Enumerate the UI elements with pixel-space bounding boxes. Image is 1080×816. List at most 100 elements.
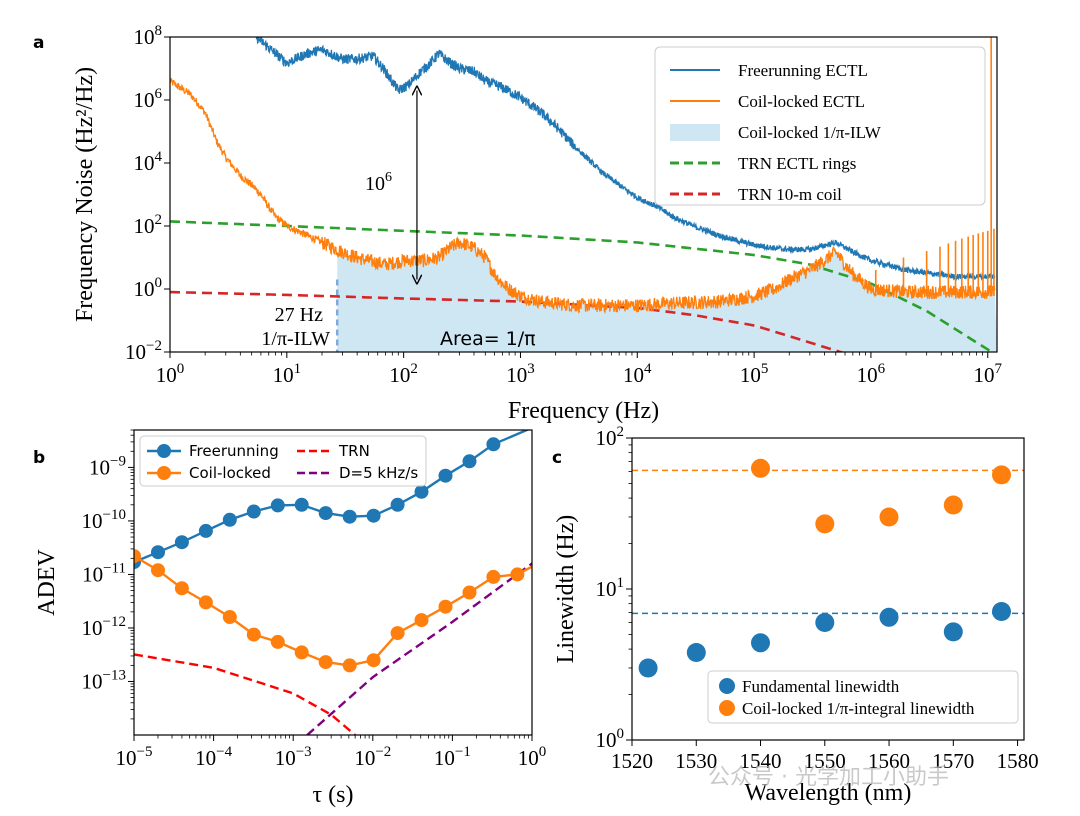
coil-locked-point — [390, 626, 405, 641]
x-tick-label-a: 102 — [389, 361, 418, 387]
legend-label-b: Freerunning — [189, 442, 279, 460]
freerunning-ectl-line — [255, 37, 996, 282]
freerunning-point — [486, 437, 501, 452]
x-axis-title-c: Wavelength (nm) — [745, 780, 912, 806]
legend-label-b: TRN — [338, 442, 370, 460]
legend-box-c — [707, 670, 1019, 724]
coil-locked-point — [134, 549, 141, 564]
trn-line-b — [134, 653, 356, 735]
y-tick-label-a: 10−2 — [125, 338, 162, 364]
legend-label-b: Coil-locked — [189, 464, 271, 482]
fundamental-point — [879, 607, 899, 627]
freerunning-point — [414, 484, 429, 499]
y-tick-label-b: 10−11 — [82, 560, 126, 586]
x-tick-label-c: 1580 — [997, 749, 1039, 773]
x-tick-label-c: 1560 — [868, 749, 910, 773]
trn-coil-line — [170, 290, 845, 352]
x-tick-label-c: 1570 — [932, 749, 974, 773]
x-tick-label-a: 106 — [857, 361, 886, 387]
coil-locked-ilw-point — [992, 465, 1011, 485]
y-tick-label-c: 102 — [596, 424, 625, 450]
coil-locked-point — [151, 563, 165, 578]
legend-swatch-c — [719, 678, 735, 694]
freerunning-point — [318, 506, 333, 521]
coil-locked-point — [342, 658, 357, 673]
coil-locked-ilw-point — [815, 514, 835, 534]
legend-label-a: Freerunning ECTL — [738, 61, 868, 80]
freerunning-point — [151, 545, 165, 560]
ilw-fill-region — [337, 237, 997, 352]
ratio-annotation: 106 — [365, 170, 392, 195]
freerunning-point — [366, 508, 381, 523]
x-tick-label-b: 10−5 — [116, 744, 153, 770]
ilw-name-label: 1/π-ILW — [261, 328, 330, 350]
fundamental-point — [638, 658, 658, 678]
x-tick-label-b: 10−4 — [195, 744, 232, 770]
plot-area-b — [134, 430, 532, 735]
fundamental-point — [815, 613, 835, 632]
coil-locked-ilw-point — [751, 458, 770, 478]
freerunning-point — [198, 523, 213, 538]
y-tick-label-a: 102 — [134, 212, 163, 238]
legend-swatch-c — [719, 700, 735, 716]
freerunning-point — [222, 512, 237, 527]
area-label: Area= 1/π — [440, 328, 536, 350]
panel-a: 106 27 Hz1/π-ILW Area= 1/π 100 101 102 103 104 1… — [33, 23, 1002, 424]
x-tick-label-b: 10−2 — [354, 744, 391, 770]
legend-a: Freerunning ECTL Coil-locked ECTL Coil-loc… — [654, 46, 986, 206]
legend-label-a: TRN ECTL rings — [738, 154, 856, 173]
y-tick-label-a: 108 — [134, 23, 163, 49]
y-tick-label-a: 106 — [134, 86, 163, 112]
freerunning-point — [438, 468, 453, 483]
legend-swatch-a — [670, 124, 720, 141]
coil-locked-point — [222, 610, 237, 624]
freerunning-point — [390, 497, 405, 512]
coil-locked-point — [438, 599, 453, 614]
coil-locked-point — [366, 653, 381, 668]
coil-locked-line-b — [134, 555, 532, 667]
x-tick-label-b: 100 — [518, 744, 547, 770]
legend-swatch-b — [157, 466, 171, 480]
coil-locked-point — [414, 613, 429, 628]
legend-label-c: Coil-locked 1/π-integral linewidth — [742, 699, 975, 718]
coil-locked-point — [318, 655, 333, 670]
legend-label-c: Fundamental linewidth — [742, 677, 900, 696]
legend-label-a: TRN 10-m coil — [738, 185, 842, 204]
coil-locked-point — [294, 645, 309, 660]
y-tick-label-b: 10−10 — [82, 507, 126, 533]
plot-area-c — [632, 458, 1024, 678]
legend-label-a: Coil-locked 1/π-ILW — [738, 123, 882, 142]
legend-box-a — [654, 46, 986, 206]
coil-locked-point — [510, 567, 525, 582]
x-tick-label-c: 1520 — [611, 749, 653, 773]
x-tick-label-a: 100 — [156, 361, 185, 387]
freerunning-point — [342, 509, 357, 524]
freerunning-point — [174, 535, 189, 550]
y-tick-label-b: 10−9 — [89, 453, 126, 479]
y-tick-label-c: 100 — [596, 726, 625, 752]
x-tick-label-a: 105 — [740, 361, 769, 387]
x-axis-title-a: Frequency (Hz) — [508, 398, 659, 424]
freerunning-point — [270, 498, 285, 513]
legend-swatch-b — [157, 444, 171, 458]
freerunning-point — [294, 497, 309, 512]
y-axis-title-a: Frequency Noise (Hz²/Hz) — [72, 67, 98, 322]
fundamental-point — [992, 602, 1011, 621]
legend-c: Fundamental linewidth Coil-locked 1/π-int… — [707, 670, 1019, 724]
y-tick-label-b: 10−13 — [82, 667, 126, 693]
y-tick-label-a: 100 — [134, 275, 163, 301]
coil-locked-point — [174, 581, 189, 596]
x-tick-label-c: 1540 — [740, 749, 782, 773]
y-tick-label-b: 10−12 — [82, 614, 126, 640]
coil-locked-ilw-point — [943, 495, 963, 515]
x-tick-label-a: 107 — [973, 361, 1002, 387]
x-tick-label-a: 101 — [273, 361, 302, 387]
fundamental-point — [943, 622, 963, 642]
coil-locked-ectl-line — [170, 78, 996, 314]
axes-frame-a — [169, 36, 998, 353]
panel-label-c: c — [552, 448, 562, 468]
x-tick-label-b: 10−1 — [434, 744, 471, 770]
coil-locked-ilw-point — [879, 507, 899, 527]
legend-label-b: D=5 kHz/s — [339, 464, 418, 482]
